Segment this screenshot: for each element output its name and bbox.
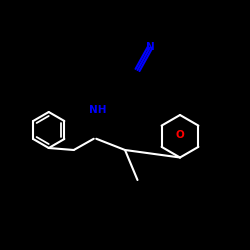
Text: N: N: [146, 42, 154, 52]
Text: NH: NH: [89, 105, 106, 115]
Text: O: O: [176, 130, 184, 140]
